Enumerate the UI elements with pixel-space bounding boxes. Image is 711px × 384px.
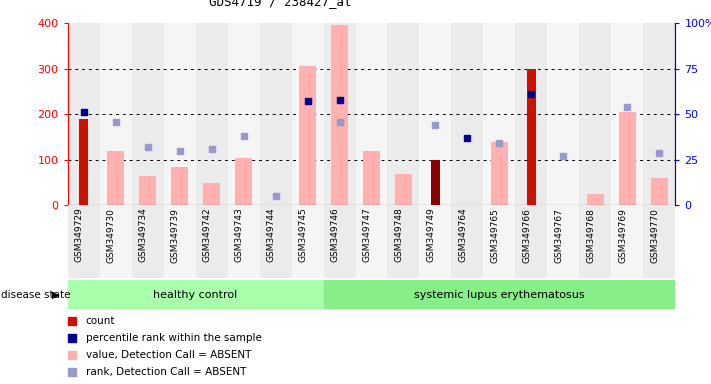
Bar [515,23,547,205]
Bar [356,23,387,205]
Bar [387,23,419,205]
Text: GSM349739: GSM349739 [171,208,179,263]
Text: percentile rank within the sample: percentile rank within the sample [86,333,262,343]
Bar [132,23,164,205]
Bar [451,205,483,278]
Bar [611,205,643,278]
Bar [196,23,228,205]
Bar [132,205,164,278]
Bar [547,23,579,205]
Text: rank, Detection Call = ABSENT: rank, Detection Call = ABSENT [86,367,246,377]
Bar [527,69,536,205]
Bar [619,112,636,205]
Bar [651,178,668,205]
Bar [356,205,387,278]
Bar [228,205,260,278]
Bar [483,23,515,205]
Bar [324,23,356,205]
Bar [547,205,579,278]
Text: GSM349747: GSM349747 [363,208,371,262]
Bar [299,66,316,205]
Bar [292,205,324,278]
Text: GDS4719 / 238427_at: GDS4719 / 238427_at [209,0,351,8]
Text: GSM349744: GSM349744 [267,208,276,262]
Bar [579,205,611,278]
Bar [419,205,451,278]
Text: GSM349746: GSM349746 [331,208,340,262]
Bar [107,151,124,205]
Bar [68,280,324,309]
Text: healthy control: healthy control [154,290,237,300]
Text: disease state: disease state [1,290,70,300]
Text: GSM349766: GSM349766 [523,208,531,263]
Bar [171,167,188,205]
Text: GSM349770: GSM349770 [651,208,660,263]
Bar [235,157,252,205]
Bar [491,142,508,205]
Bar [483,205,515,278]
Bar [431,160,440,205]
Bar [100,205,132,278]
Text: GSM349748: GSM349748 [395,208,404,262]
Text: GSM349749: GSM349749 [427,208,435,262]
Bar [292,23,324,205]
Bar [324,280,675,309]
Bar [587,194,604,205]
Text: GSM349730: GSM349730 [107,208,115,263]
Text: GSM349765: GSM349765 [491,208,499,263]
Text: GSM349767: GSM349767 [555,208,563,263]
Bar [579,23,611,205]
Bar [100,23,132,205]
Bar [196,205,228,278]
Bar [611,23,643,205]
Bar [643,23,675,205]
Text: GSM349745: GSM349745 [299,208,307,262]
Text: GSM349729: GSM349729 [75,208,84,262]
Text: count: count [86,316,115,326]
Bar [164,205,196,278]
Bar [324,205,356,278]
Bar [260,23,292,205]
Bar [395,174,412,205]
Text: GSM349764: GSM349764 [459,208,468,262]
Bar [203,183,220,205]
Text: GSM349769: GSM349769 [619,208,627,263]
Bar [228,23,260,205]
Text: ▶: ▶ [52,290,60,300]
Bar [331,25,348,205]
Bar [79,119,88,205]
Bar [68,23,100,205]
Bar [387,205,419,278]
Bar [260,205,292,278]
Bar [68,205,100,278]
Text: GSM349768: GSM349768 [587,208,596,263]
Bar [164,23,196,205]
Bar [419,23,451,205]
Text: GSM349742: GSM349742 [203,208,212,262]
Bar [643,205,675,278]
Bar [363,151,380,205]
Text: GSM349743: GSM349743 [235,208,243,262]
Bar [139,176,156,205]
Text: systemic lupus erythematosus: systemic lupus erythematosus [415,290,584,300]
Text: GSM349734: GSM349734 [139,208,148,262]
Bar [515,205,547,278]
Bar [451,23,483,205]
Text: value, Detection Call = ABSENT: value, Detection Call = ABSENT [86,350,251,360]
